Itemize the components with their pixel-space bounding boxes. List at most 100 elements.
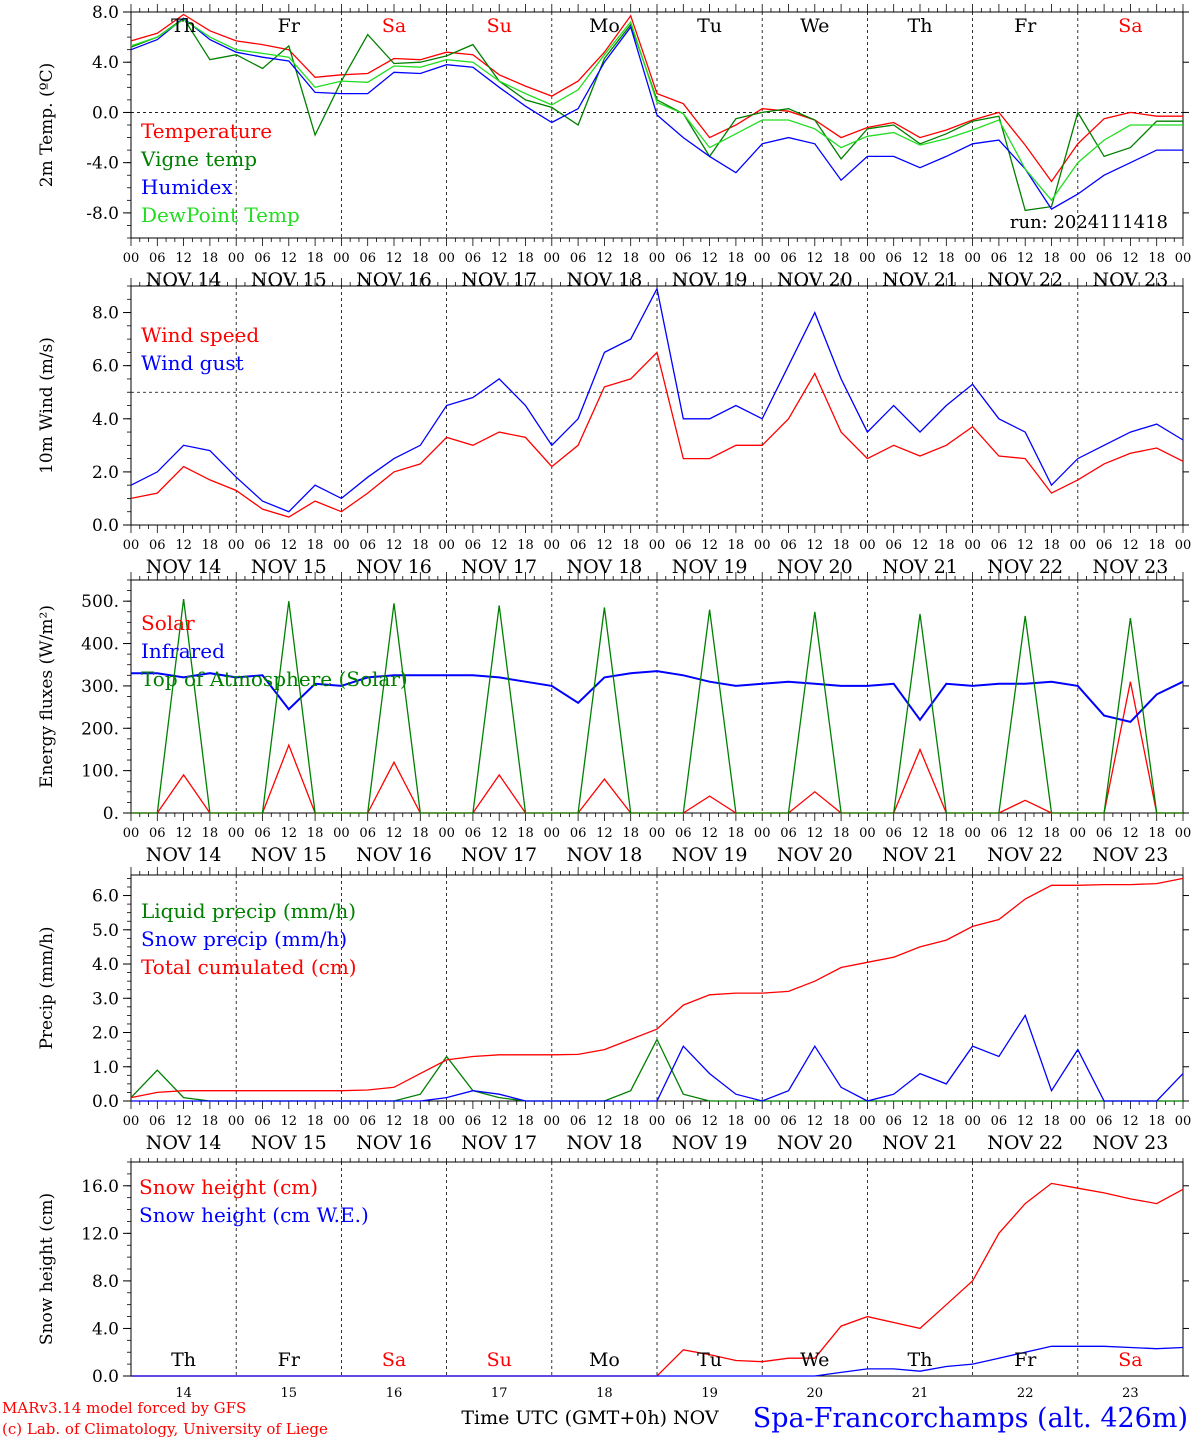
hour-label: 00: [228, 1114, 245, 1129]
day-number: 20: [807, 1386, 824, 1401]
hour-label: 00: [333, 538, 350, 553]
hour-label: 18: [728, 1114, 745, 1129]
hour-label: 18: [307, 538, 324, 553]
hour-label: 00: [123, 826, 140, 841]
legend-entry: Wind speed: [141, 323, 259, 347]
hour-label: 00: [859, 251, 876, 266]
date-label: NOV 16: [356, 1132, 432, 1154]
day-name: Fr: [1014, 1349, 1037, 1371]
y-tick-label: 200.: [81, 719, 119, 739]
day-number: 14: [175, 1386, 192, 1401]
hour-label: 18: [517, 826, 534, 841]
hour-label: 18: [202, 826, 219, 841]
hour-label: 12: [912, 251, 929, 266]
hour-label: 00: [859, 826, 876, 841]
hour-label: 00: [1175, 251, 1192, 266]
hour-label: 12: [1017, 538, 1034, 553]
hour-label: 00: [1070, 538, 1087, 553]
day-number: 21: [912, 1386, 929, 1401]
day-name: Mo: [589, 15, 620, 37]
hour-label: 06: [675, 251, 692, 266]
hour-label: 12: [1017, 251, 1034, 266]
hour-label: 18: [622, 826, 639, 841]
hour-label: 00: [754, 538, 771, 553]
hour-label: 00: [123, 538, 140, 553]
y-axis-label: Snow height (cm): [37, 1193, 57, 1345]
day-name: We: [800, 1349, 829, 1371]
hour-label: 12: [175, 1114, 192, 1129]
hour-label: 18: [517, 538, 534, 553]
series-wind-gust: [130, 286, 1184, 513]
hour-label: 06: [675, 826, 692, 841]
hour-label: 00: [1175, 826, 1192, 841]
plot-frame: [130, 285, 1184, 526]
hour-label: 00: [438, 826, 455, 841]
y-tick-label: 5.0: [92, 921, 119, 941]
series-snow-precip-mm-h-: [131, 1013, 1184, 1102]
hour-label: 18: [202, 251, 219, 266]
hour-label: 00: [1175, 1114, 1192, 1129]
date-label: NOV 14: [146, 1132, 222, 1154]
x-axis-label: Time UTC (GMT+0h) NOV: [461, 1407, 719, 1429]
day-name: Th: [171, 15, 196, 37]
legend-entry: Humidex: [141, 175, 233, 199]
day-name: Tu: [697, 1349, 722, 1371]
hour-label: 12: [807, 1114, 824, 1129]
model-credit: MARv3.14 model forced by GFS: [2, 1399, 246, 1417]
y-tick-label: -8.0: [86, 204, 119, 224]
hour-label: 12: [596, 251, 613, 266]
hour-label: 18: [622, 251, 639, 266]
hour-label: 06: [991, 538, 1008, 553]
hour-label: 06: [359, 1114, 376, 1129]
hour-label: 06: [675, 538, 692, 553]
legend-entry: Vigne temp: [140, 147, 257, 171]
hour-label: 00: [859, 538, 876, 553]
legend-entry: Infrared: [141, 639, 225, 663]
day-name: We: [800, 15, 829, 37]
legend-entry: Snow height (cm): [139, 1175, 318, 1199]
date-label: NOV 18: [566, 1132, 642, 1154]
date-label: NOV 21: [882, 844, 958, 866]
day-number: 22: [1017, 1386, 1034, 1401]
hour-label: 12: [175, 826, 192, 841]
hour-label: 12: [807, 538, 824, 553]
hour-label: 18: [938, 251, 955, 266]
day-number: 19: [701, 1386, 718, 1401]
hour-label: 06: [1096, 538, 1113, 553]
hour-label: 12: [1017, 1114, 1034, 1129]
hour-label: 18: [833, 538, 850, 553]
y-axis-label: Precip (mm/h): [37, 926, 57, 1049]
y-tick-label: 100.: [81, 762, 119, 782]
day-name: Sa: [1118, 1349, 1142, 1371]
hour-label: 18: [517, 251, 534, 266]
panel-3: 0. 100. 200. 300. 400. 500. Energy fluxes (W/m…: [37, 572, 1191, 866]
hour-label: 12: [912, 1114, 929, 1129]
hour-label: 12: [1122, 538, 1139, 553]
hour-label: 00: [544, 1114, 561, 1129]
y-tick-label: 0.0: [92, 516, 119, 536]
hour-label: 06: [465, 1114, 482, 1129]
date-label: NOV 22: [987, 844, 1063, 866]
y-tick-label: 0.0: [92, 1367, 119, 1387]
legend-entry: Snow precip (mm/h): [141, 927, 347, 951]
hour-label: 00: [544, 826, 561, 841]
hour-label: 18: [202, 1114, 219, 1129]
series-infrared: [131, 670, 1184, 724]
hour-label: 00: [438, 251, 455, 266]
hour-label: 06: [359, 251, 376, 266]
legend-entry: Liquid precip (mm/h): [141, 899, 356, 923]
hour-label: 18: [1148, 538, 1165, 553]
hour-label: 00: [964, 538, 981, 553]
hour-label: 06: [780, 1114, 797, 1129]
y-axis-label: 2m Temp. (ºC): [37, 63, 57, 188]
hour-label: 18: [1043, 538, 1060, 553]
hour-label: 18: [202, 538, 219, 553]
day-name: Th: [908, 15, 933, 37]
hour-label: 06: [1096, 826, 1113, 841]
hour-label: 06: [780, 826, 797, 841]
hour-label: 12: [912, 826, 929, 841]
day-name: Fr: [278, 15, 301, 37]
panel-2: 0.0 2.0 4.0 6.0 8.0 10m Wind (m/s) Wind speed W…: [37, 278, 1191, 578]
hour-label: 12: [596, 826, 613, 841]
hour-label: 00: [1070, 826, 1087, 841]
